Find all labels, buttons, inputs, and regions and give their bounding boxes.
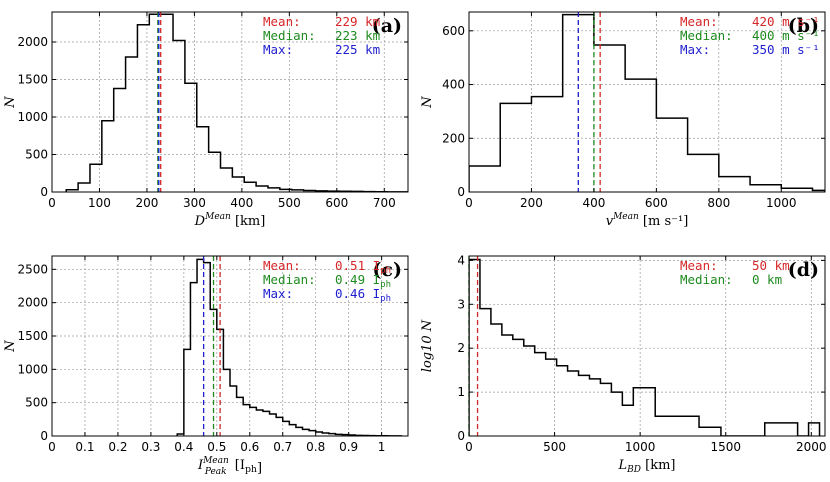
- panel-label: (d): [788, 259, 819, 281]
- median-value: 0 km: [752, 272, 782, 287]
- plot-frame: [51, 11, 409, 193]
- y-tick-label: 1000: [17, 362, 48, 376]
- histogram-outline: [469, 13, 825, 192]
- max-value: 350 m s⁻¹: [752, 42, 820, 57]
- histogram-outline: [65, 13, 408, 192]
- max-label: Max:: [680, 42, 710, 57]
- y-tick-label: 0: [40, 185, 48, 199]
- x-tick-label: 0.5: [207, 440, 226, 454]
- x-tick-label: 1500: [710, 440, 741, 454]
- x-tick-label: 0.9: [339, 440, 358, 454]
- x-tick-label: 200: [135, 196, 158, 210]
- x-tick-label: 0: [48, 196, 56, 210]
- max-value: 0.46 Iph: [335, 286, 391, 304]
- x-tick-label: 0.2: [108, 440, 127, 454]
- x-tick-label: 100: [88, 196, 111, 210]
- max-label: Max:: [263, 286, 293, 301]
- y-tick-label: 0: [457, 429, 465, 443]
- x-axis-label: vMean [m s⁻¹]: [606, 212, 689, 229]
- y-tick-label: 200: [442, 131, 465, 145]
- x-tick-label: 800: [707, 196, 730, 210]
- mean-label: Mean:: [263, 14, 301, 29]
- y-tick-label: 3: [457, 297, 465, 311]
- mean-value: 420 m s⁻¹: [752, 14, 820, 29]
- mean-value: 50 km: [752, 258, 790, 273]
- median-value: 223 km: [335, 28, 380, 43]
- median-value: 0.49 Iph: [335, 272, 391, 290]
- mean-label: Mean:: [263, 258, 301, 273]
- x-tick-label: 0.6: [240, 440, 259, 454]
- plot-frame: [468, 255, 826, 437]
- panel-label: (c): [372, 259, 402, 281]
- y-tick-label: 500: [25, 148, 48, 162]
- y-tick-label: 4: [457, 253, 465, 267]
- x-tick-label: 700: [373, 196, 396, 210]
- y-axis-label: N: [3, 96, 18, 109]
- y-tick-label: 2: [457, 341, 465, 355]
- mean-value: 229 km: [335, 14, 380, 29]
- x-tick-label: 600: [645, 196, 668, 210]
- mean-label: Mean:: [680, 258, 718, 273]
- x-tick-label: 1: [378, 440, 386, 454]
- x-tick-label: 600: [325, 196, 348, 210]
- median-label: Median:: [263, 28, 316, 43]
- plot-frame: [468, 11, 826, 193]
- x-tick-label: 1000: [625, 440, 656, 454]
- panel-label: (b): [788, 15, 819, 37]
- y-axis-label: log10 N: [420, 319, 435, 372]
- plot-frame: [51, 255, 409, 437]
- x-tick-label: 400: [582, 196, 605, 210]
- y-tick-label: 2000: [17, 296, 48, 310]
- y-tick-label: 1500: [17, 329, 48, 343]
- x-axis-label: LBD [km]: [618, 458, 676, 475]
- y-tick-label: 500: [25, 396, 48, 410]
- y-tick-label: 400: [442, 78, 465, 92]
- median-label: Median:: [263, 272, 316, 287]
- y-tick-label: 1000: [17, 110, 48, 124]
- y-tick-label: 0: [40, 429, 48, 443]
- panel-a: 0 100 200 300 400 500 600 700 0 500 1000 1500 2000 N D…: [3, 11, 409, 229]
- x-tick-label: 500: [278, 196, 301, 210]
- x-tick-label: 500: [543, 440, 566, 454]
- y-tick-label: 2000: [17, 35, 48, 49]
- median-value: 400 m s⁻¹: [752, 28, 820, 43]
- median-label: Median:: [680, 272, 733, 287]
- x-tick-label: 0: [465, 440, 473, 454]
- mean-label: Mean:: [680, 14, 718, 29]
- histogram-outline: [469, 258, 821, 436]
- x-axis-label: DMean [km]: [194, 212, 266, 229]
- y-axis-label: N: [420, 96, 435, 109]
- y-axis-label: N: [3, 340, 18, 353]
- x-tick-label: 0.1: [75, 440, 94, 454]
- x-tick-label: 400: [230, 196, 253, 210]
- x-tick-label: 0.3: [141, 440, 160, 454]
- x-tick-label: 1000: [766, 196, 797, 210]
- panel-c: 0 0.1 0.2 0.3 0.4 0.5 0.6 0.7 0.8 0.9 1 0 500 1000 150…: [3, 255, 409, 477]
- x-tick-label: 300: [183, 196, 206, 210]
- panel-label: (a): [372, 15, 402, 37]
- histogram-outline: [176, 258, 403, 436]
- x-tick-label: 0: [48, 440, 56, 454]
- mean-value: 0.51 Iph: [335, 258, 391, 276]
- x-tick-label: 0.7: [273, 440, 292, 454]
- max-value: 225 km: [335, 42, 380, 57]
- x-tick-label: 0.4: [174, 440, 193, 454]
- y-tick-label: 600: [442, 24, 465, 38]
- x-axis-label: IMean Peak [Iph]: [197, 456, 262, 477]
- median-label: Median:: [680, 28, 733, 43]
- y-tick-label: 0: [457, 185, 465, 199]
- x-tick-label: 2000: [796, 440, 827, 454]
- max-label: Max:: [263, 42, 293, 57]
- panel-d: 0 500 1000 1500 2000 0 1 2 3 4 log10 N LBD [km] (d) M…: [420, 253, 827, 475]
- x-tick-label: 0.8: [306, 440, 325, 454]
- y-tick-label: 2500: [17, 262, 48, 276]
- y-tick-label: 1500: [17, 73, 48, 87]
- x-tick-label: 200: [520, 196, 543, 210]
- x-tick-label: 0: [465, 196, 473, 210]
- y-tick-label: 1: [457, 385, 465, 399]
